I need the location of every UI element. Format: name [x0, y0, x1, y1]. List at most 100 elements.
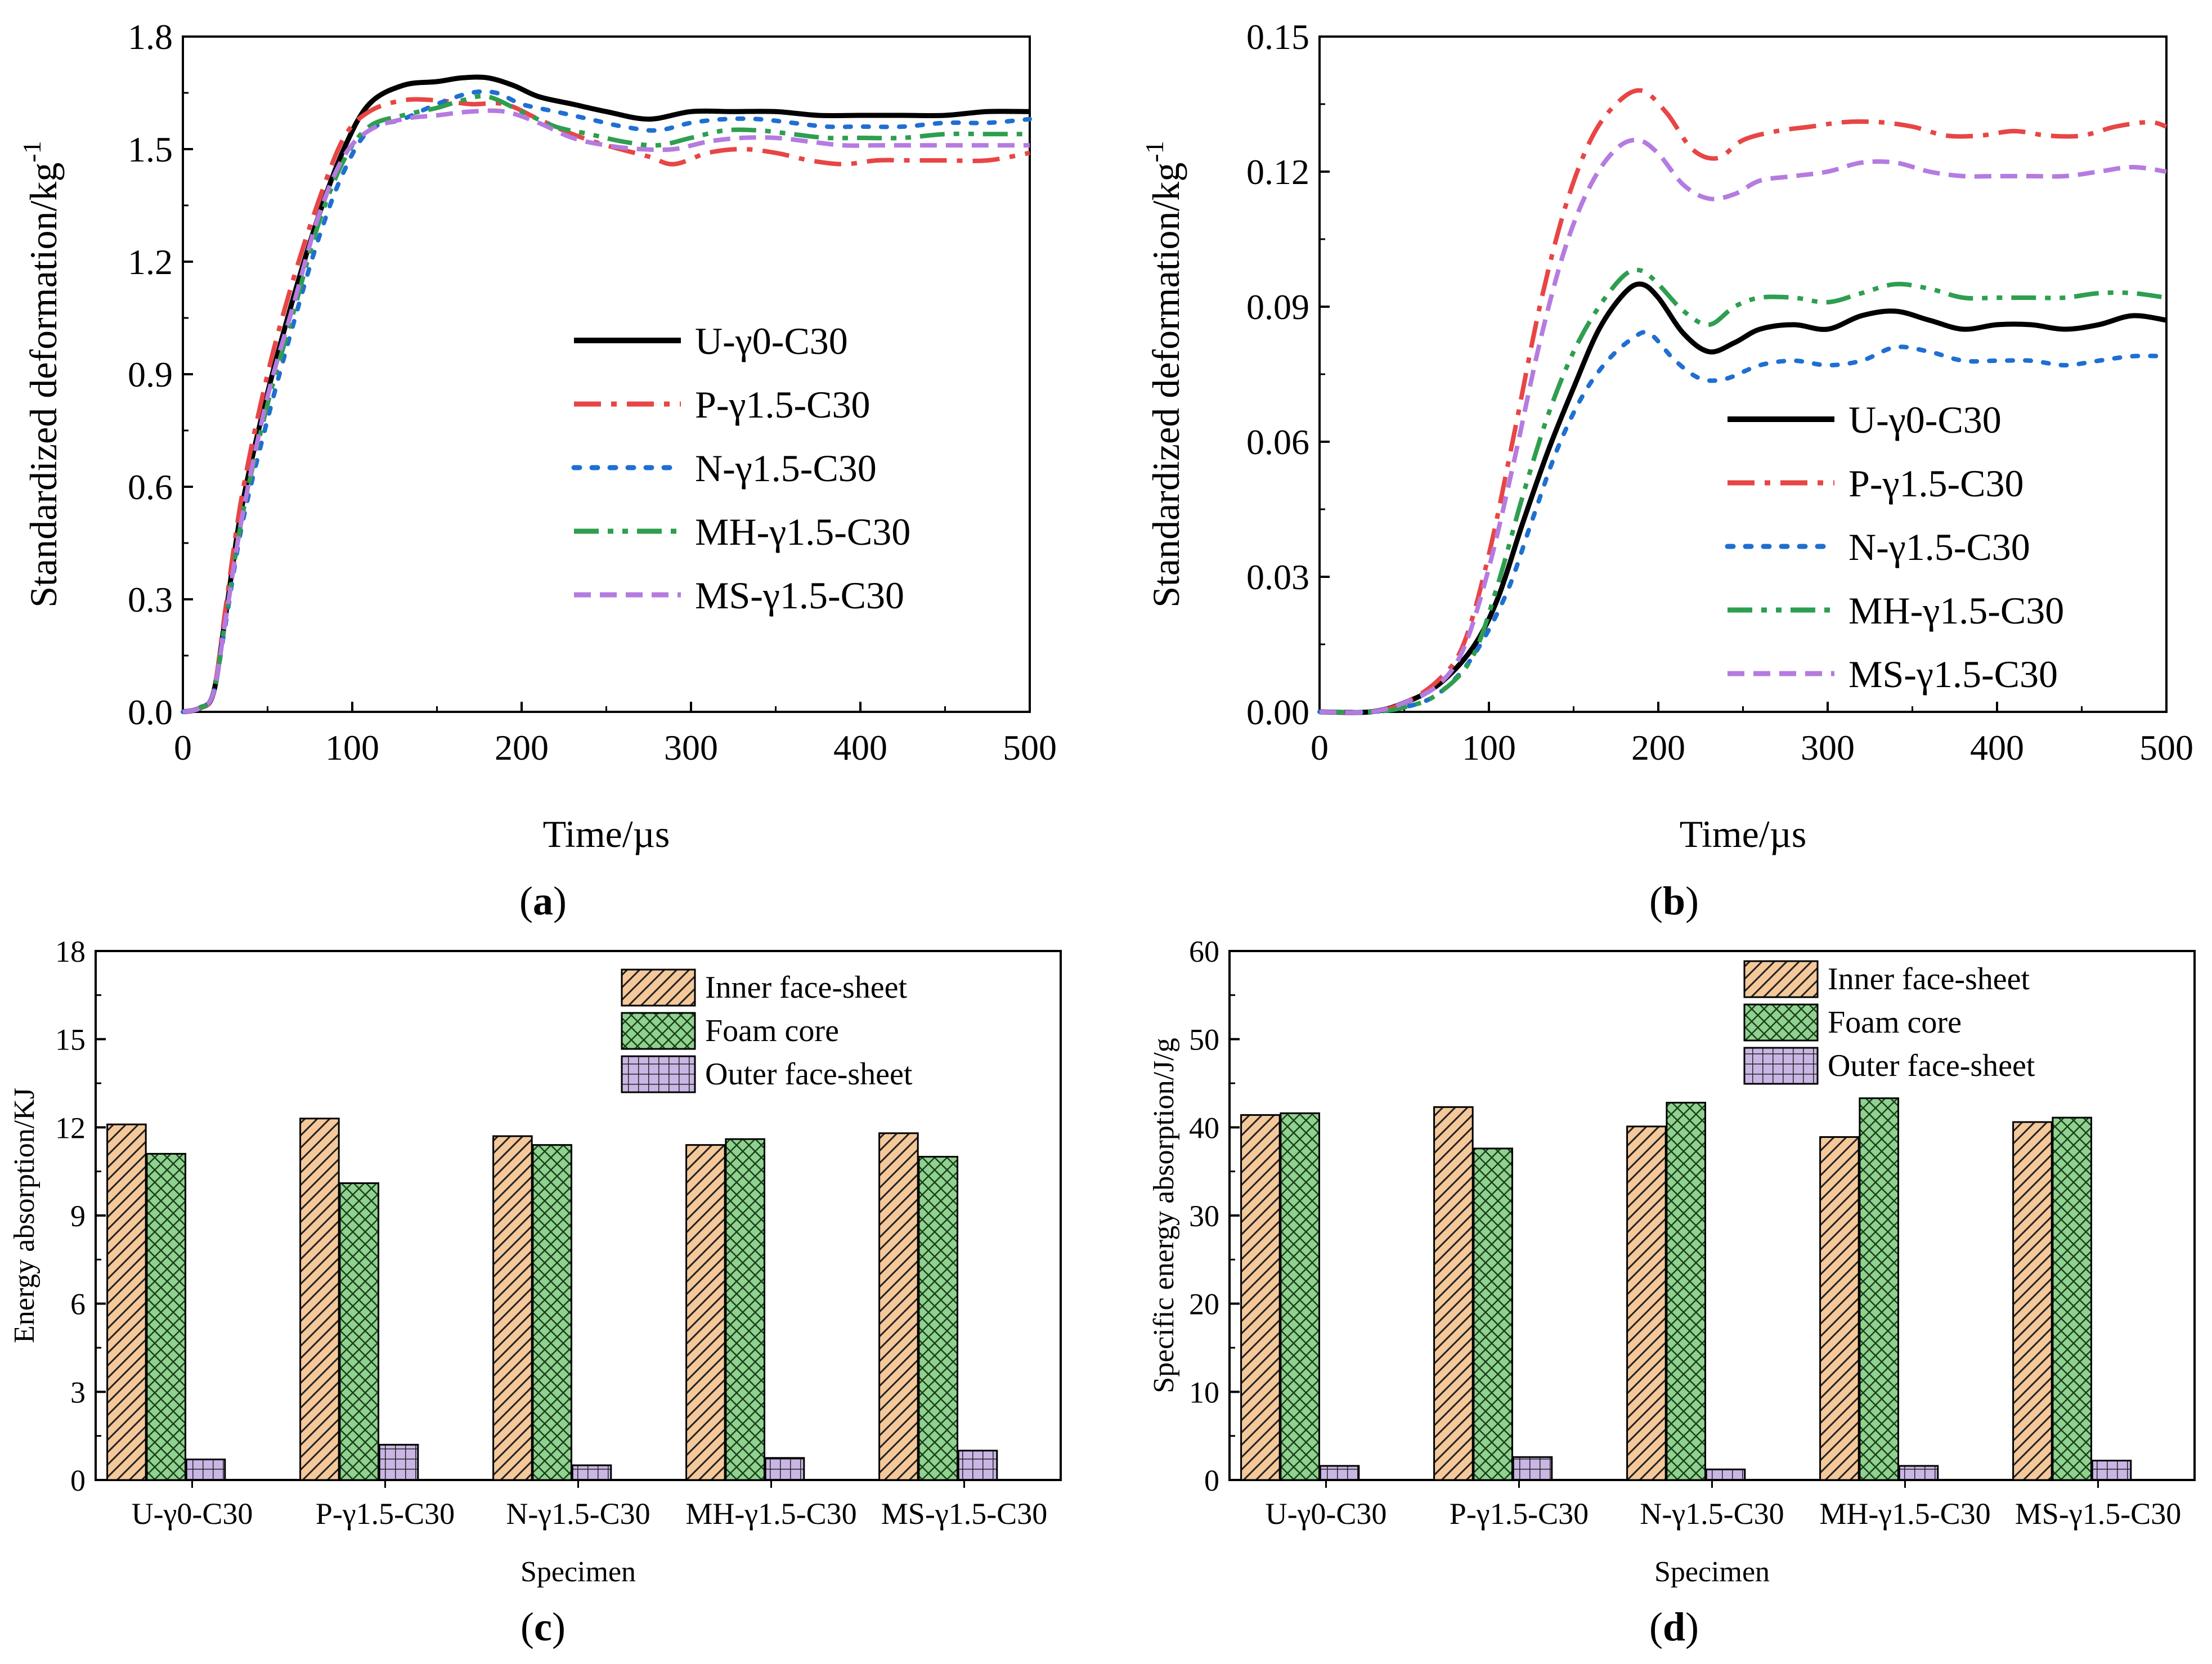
bar-foam-core-1	[146, 1152, 186, 1481]
y-tick-label: 6	[70, 1288, 86, 1321]
x-axis-title: Time/µs	[1680, 813, 1807, 855]
y-axis-title-superscript: -1	[17, 141, 46, 162]
y-tick-label: 18	[55, 935, 86, 968]
x-tick-label: 0	[174, 728, 192, 768]
category-label: P-γ1.5-C30	[1450, 1497, 1589, 1531]
x-tick-label: 200	[1631, 728, 1685, 768]
panel-paren-open: (	[1649, 1604, 1663, 1649]
panel-label: (d)	[1649, 1604, 1699, 1649]
bar-inner-face-sheet-3	[1626, 1125, 1667, 1481]
bar-inner-face-sheet-3	[492, 1135, 533, 1481]
x-tick-label: 400	[833, 728, 887, 768]
category-label: N-γ1.5-C30	[1640, 1497, 1784, 1531]
category-label: MH-γ1.5-C30	[1819, 1497, 1990, 1531]
bar-foam-core-5	[918, 1156, 958, 1481]
panel-label: (b)	[1649, 878, 1699, 923]
y-tick-label: 9	[70, 1199, 86, 1233]
y-tick-label: 3	[70, 1375, 86, 1409]
y-tick-label: 0.00	[1246, 692, 1309, 732]
x-axis-title: Specimen	[521, 1556, 636, 1588]
category-label: P-γ1.5-C30	[316, 1497, 455, 1531]
y-tick-label: 0.6	[128, 467, 173, 507]
panel-paren-close: )	[552, 1604, 566, 1649]
y-tick-label: 10	[1189, 1375, 1219, 1409]
x-tick-label: 200	[495, 728, 549, 768]
series-line-3	[181, 89, 1032, 714]
chart-b: 0.00 0.03 0.06 0.09 0.12 0.15 0 100 200 300 400 500…	[1140, 17, 2193, 923]
y-tick-label: 15	[55, 1023, 86, 1057]
legend-swatch-2	[621, 1012, 696, 1050]
panel-label: (a)	[519, 878, 567, 923]
legend-label-3: Outer face-sheet	[1828, 1048, 2035, 1083]
legend: U-γ0-C30 P-γ1.5-C30 N-γ1.5-C30 MH-γ1.5-C30 M…	[571, 320, 910, 617]
y-tick-label: 0.03	[1246, 557, 1309, 597]
legend: U-γ0-C30 P-γ1.5-C30 N-γ1.5-C30 MH-γ1.5-C30 M…	[1725, 398, 2064, 696]
y-tick-label: 50	[1189, 1023, 1219, 1057]
series-line-4	[182, 93, 1030, 714]
x-tick-label: 500	[1003, 728, 1057, 768]
panel-letter: b	[1663, 878, 1685, 923]
legend-label-5: MS-γ1.5-C30	[1848, 653, 2058, 696]
y-axis-title: Energy absorption/KJ	[8, 1088, 41, 1343]
y-tick-label: 20	[1189, 1288, 1219, 1321]
category-label: N-γ1.5-C30	[506, 1497, 650, 1531]
legend-label-3: N-γ1.5-C30	[695, 447, 877, 490]
bar-outer-face-sheet-2	[1512, 1456, 1553, 1481]
bar-outer-face-sheet-1	[185, 1458, 226, 1481]
bar-foam-core-5	[2052, 1116, 2092, 1481]
legend-label-4: MH-γ1.5-C30	[1848, 589, 2064, 632]
x-tick-label: 300	[664, 728, 718, 768]
series-line-4	[1319, 267, 2167, 715]
bar-outer-face-sheet-3	[1705, 1468, 1746, 1481]
legend-label-1: U-γ0-C30	[1848, 398, 2002, 441]
y-axis-title: Standardized deformation/kg-1	[1140, 141, 1187, 608]
legend-label-3: N-γ1.5-C30	[1848, 526, 2030, 568]
legend: Inner face-sheet Foam core Outer face-shee…	[621, 968, 913, 1093]
legend-swatch-1	[1743, 960, 1819, 998]
series-line-2	[1319, 88, 2168, 715]
panel-letter: c	[534, 1604, 552, 1649]
bar-foam-core-3	[532, 1144, 572, 1481]
y-axis-title-main: Standardized deformation/kg	[22, 163, 65, 608]
legend-label-2: P-γ1.5-C30	[695, 383, 871, 426]
bar-outer-face-sheet-5	[2091, 1460, 2132, 1481]
panel-label: (c)	[521, 1604, 566, 1649]
y-tick-label: 0.9	[128, 355, 173, 394]
y-tick-label: 0.3	[128, 580, 173, 620]
series-line-3	[1317, 330, 2169, 715]
y-axis-title-main: Standardized deformation/kg	[1145, 163, 1187, 608]
y-axis-title-superscript: -1	[1140, 141, 1169, 162]
chart-a: 0.0 0.3 0.6 0.9 1.2 1.5 1.8 0 100 200 300 400 500 U-γ…	[17, 17, 1057, 923]
bar-inner-face-sheet-1	[1240, 1114, 1281, 1481]
legend-label-2: Foam core	[705, 1013, 839, 1048]
y-tick-label: 1.5	[128, 129, 173, 169]
bar-inner-face-sheet-4	[685, 1144, 726, 1481]
bar-inner-face-sheet-5	[878, 1132, 919, 1481]
legend-label-2: Foam core	[1828, 1005, 1962, 1040]
bar-outer-face-sheet-1	[1319, 1465, 1360, 1481]
y-axis-title: Standardized deformation/kg-1	[17, 141, 65, 608]
legend-label-2: P-γ1.5-C30	[1848, 462, 2024, 505]
bar-inner-face-sheet-4	[1819, 1136, 1860, 1481]
y-tick-label: 40	[1189, 1111, 1219, 1145]
x-tick-label: 400	[1970, 728, 2024, 768]
panel-letter: a	[533, 878, 553, 923]
series-line-5	[182, 108, 1030, 714]
legend-swatch-1	[621, 968, 696, 1007]
series-line-2	[182, 97, 1030, 714]
category-label: MS-γ1.5-C30	[2015, 1497, 2181, 1531]
y-tick-label: 0.0	[128, 692, 173, 732]
x-tick-label: 100	[325, 728, 379, 768]
y-tick-label: 12	[55, 1111, 86, 1145]
x-axis-title: Time/µs	[543, 813, 670, 855]
x-tick-label: 500	[2139, 728, 2193, 768]
bar-foam-core-4	[1859, 1097, 1899, 1481]
bar-inner-face-sheet-1	[106, 1123, 147, 1481]
bar-outer-face-sheet-3	[571, 1464, 612, 1481]
category-label: U-γ0-C30	[132, 1497, 253, 1531]
legend-label-5: MS-γ1.5-C30	[695, 574, 904, 617]
panel-paren-open: (	[1649, 878, 1663, 923]
panel-paren-close: )	[553, 878, 567, 923]
bar-foam-core-3	[1666, 1101, 1706, 1481]
